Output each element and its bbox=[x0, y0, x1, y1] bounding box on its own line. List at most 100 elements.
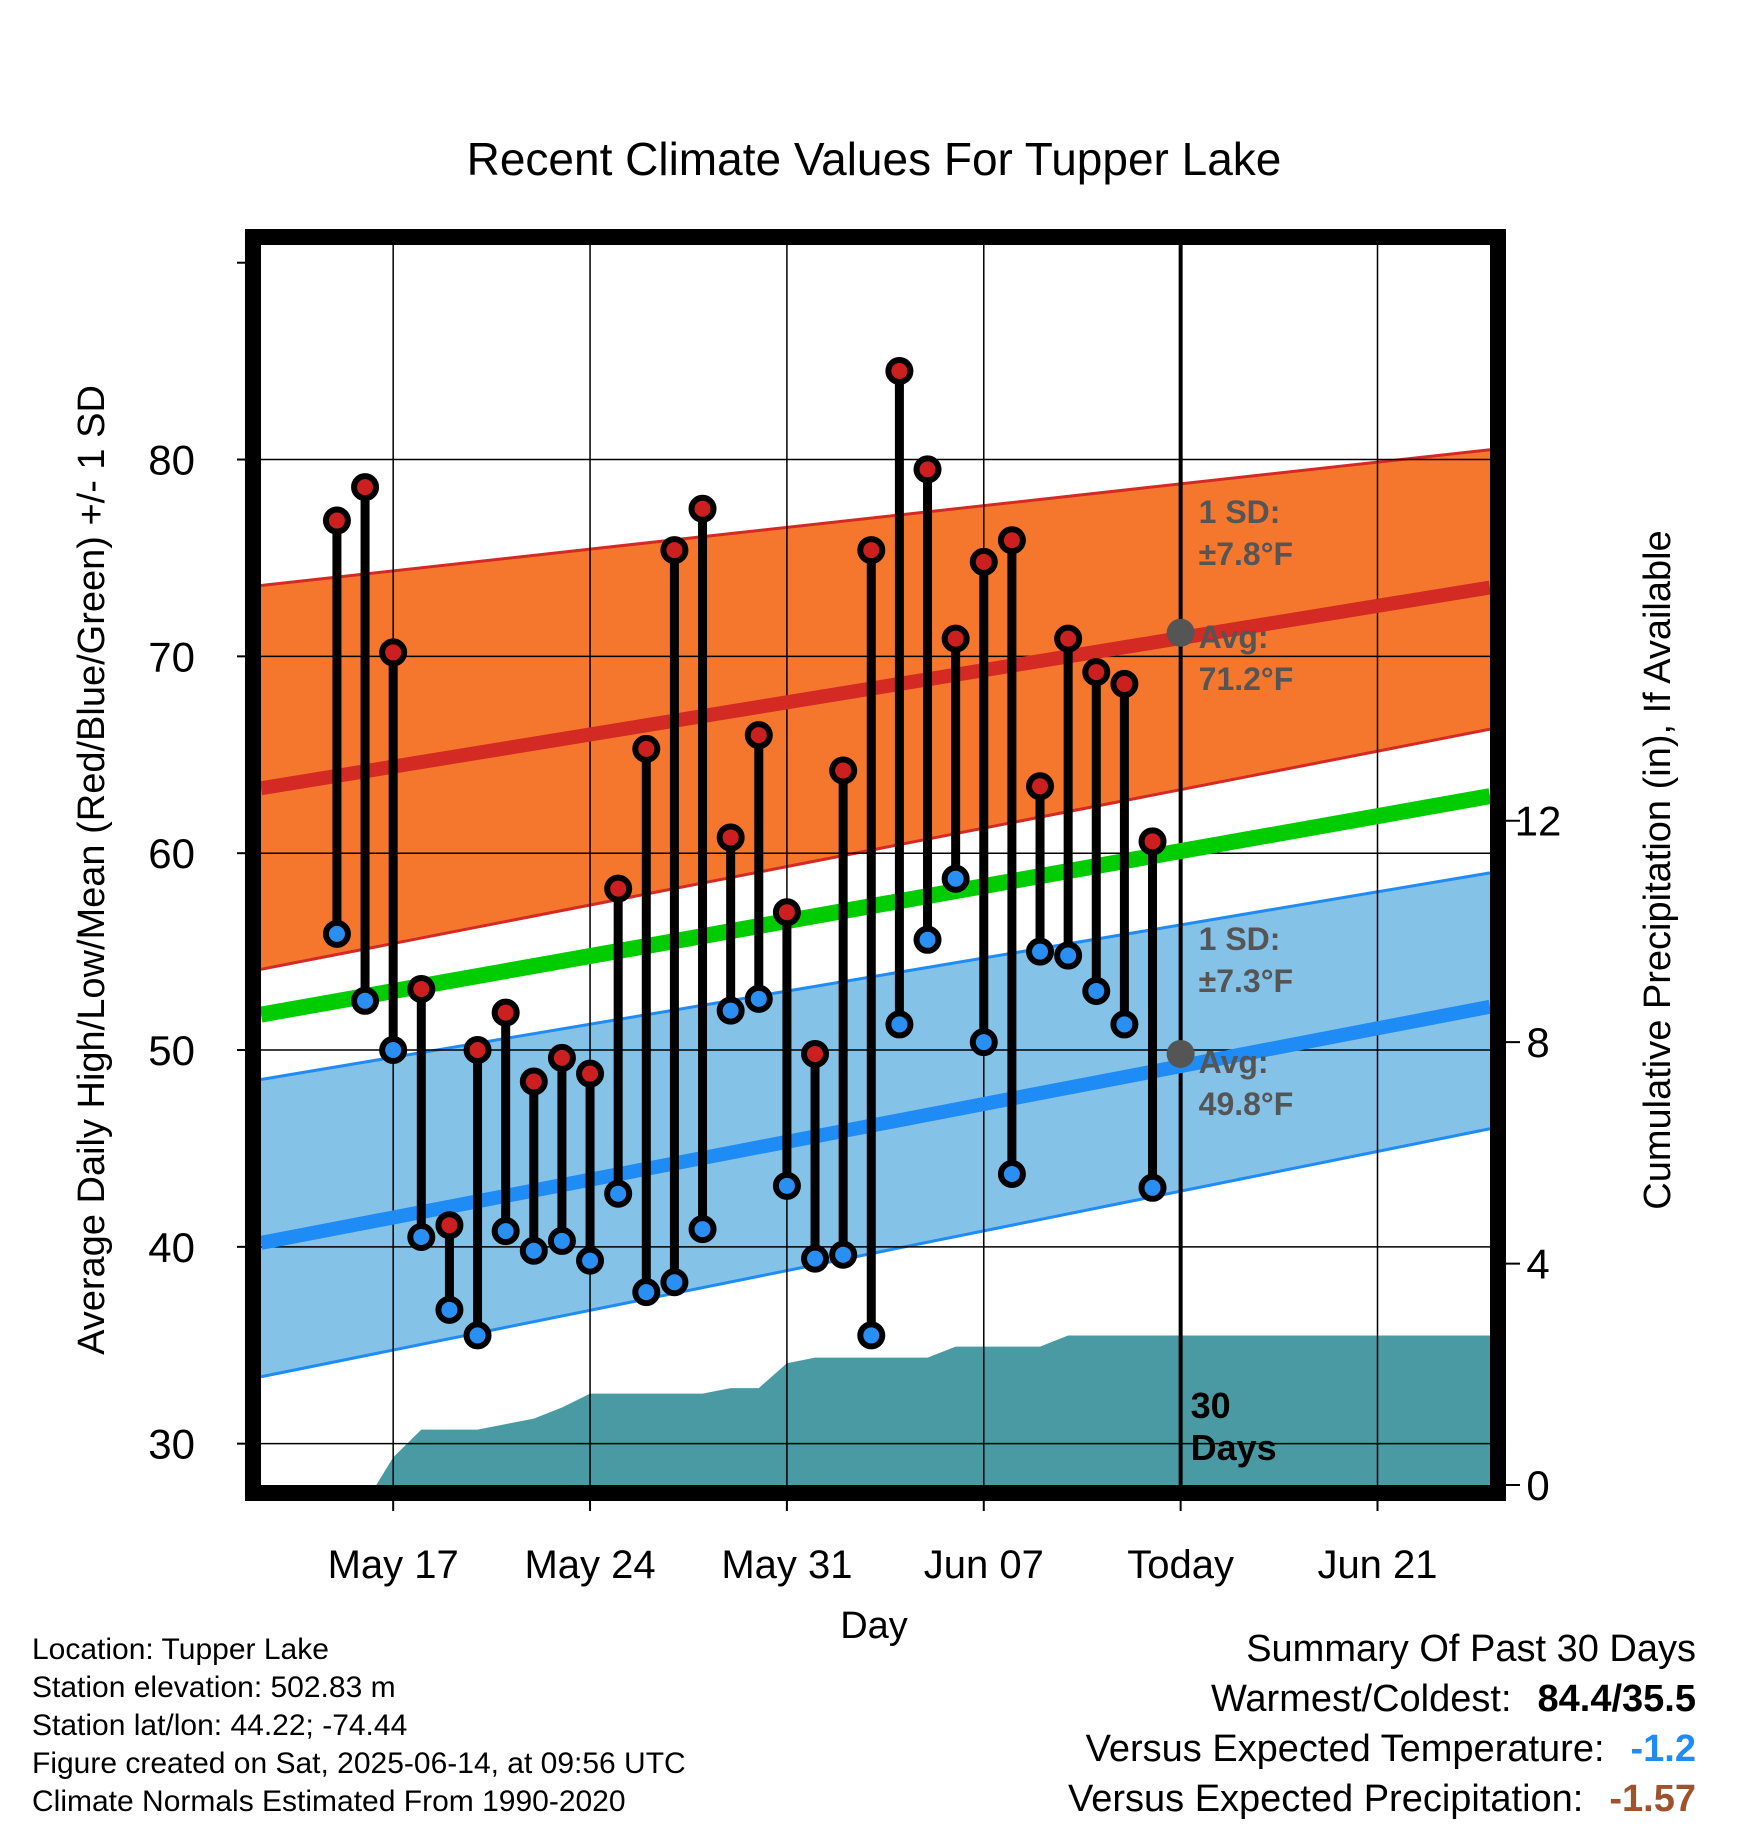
high-marker bbox=[407, 975, 436, 1003]
x-tick-label: May 31 bbox=[721, 1543, 852, 1587]
x-tick-label: Jun 07 bbox=[924, 1543, 1044, 1587]
y2-tick-label: 12 bbox=[1515, 798, 1562, 845]
y-tick-label: 70 bbox=[148, 633, 195, 680]
precipitation-area bbox=[376, 1335, 1490, 1485]
summary-temp: Versus Expected Temperature: -1.2 bbox=[1086, 1730, 1696, 1768]
low-marker bbox=[576, 1246, 605, 1275]
high-marker bbox=[1138, 827, 1167, 856]
x-tick-label: Jun 21 bbox=[1317, 1543, 1437, 1587]
low-marker bbox=[744, 984, 773, 1013]
high-marker bbox=[604, 874, 633, 903]
y-tick-label: 80 bbox=[148, 437, 195, 484]
y-axis-label: Average Daily High/Low/Mean (Red/Blue/Gr… bbox=[71, 385, 113, 1355]
high-sd-label: 1 SD: bbox=[1199, 494, 1281, 530]
high-marker bbox=[379, 638, 408, 667]
high-marker bbox=[576, 1059, 605, 1088]
high-marker bbox=[688, 494, 717, 523]
high-marker bbox=[829, 756, 858, 785]
low-marker bbox=[688, 1215, 717, 1244]
high-marker bbox=[716, 823, 745, 852]
low-sd-value: ±7.3°F bbox=[1199, 963, 1293, 999]
high-marker bbox=[913, 455, 942, 484]
high-marker bbox=[1026, 772, 1055, 801]
low-marker bbox=[941, 864, 970, 893]
low-marker bbox=[1110, 1010, 1139, 1039]
precip-label: Versus Expected Precipitation: bbox=[1067, 1778, 1584, 1820]
low-marker bbox=[491, 1217, 520, 1246]
chart-title: Recent Climate Values For Tupper Lake bbox=[467, 133, 1282, 185]
low-marker bbox=[913, 925, 942, 954]
summary-title-text: Summary Of Past 30 Days bbox=[1246, 1628, 1696, 1670]
low-marker bbox=[1026, 937, 1055, 966]
low-marker bbox=[801, 1244, 830, 1273]
summary-warmest: Warmest/Coldest: 84.4/35.5 bbox=[1211, 1680, 1696, 1718]
x-axis-label: Day bbox=[840, 1605, 908, 1647]
high-marker bbox=[322, 506, 351, 535]
high-avg-value: 71.2°F bbox=[1199, 661, 1294, 697]
summary-title: Summary Of Past 30 Days bbox=[1246, 1630, 1696, 1668]
high-marker bbox=[857, 536, 886, 565]
high-marker bbox=[772, 898, 801, 927]
low-marker bbox=[829, 1240, 858, 1269]
high-marker bbox=[547, 1043, 576, 1072]
low-sd-label: 1 SD: bbox=[1199, 921, 1281, 957]
summary-precip: Versus Expected Precipitation: -1.57 bbox=[1068, 1780, 1696, 1818]
elevation-text: Station elevation: 502.83 m bbox=[32, 1671, 396, 1704]
high-marker bbox=[351, 473, 380, 502]
high-sd-value: ±7.8°F bbox=[1199, 536, 1293, 572]
y2-axis-label: Cumulative Precipitation (in), If Availa… bbox=[1637, 530, 1679, 1209]
x-tick-label: May 24 bbox=[524, 1543, 655, 1587]
low-marker bbox=[997, 1160, 1026, 1189]
low-marker bbox=[463, 1321, 492, 1350]
days-label-number: 30 bbox=[1191, 1385, 1231, 1426]
temp-label: Versus Expected Temperature: bbox=[1085, 1728, 1605, 1770]
low-marker bbox=[660, 1268, 689, 1297]
low-marker bbox=[1082, 976, 1111, 1005]
low-marker bbox=[547, 1226, 576, 1255]
low-marker bbox=[716, 996, 745, 1025]
high-marker bbox=[1054, 624, 1083, 653]
y2-tick-label: 8 bbox=[1526, 1019, 1549, 1066]
low-marker bbox=[519, 1236, 548, 1265]
today-low-avg-point bbox=[1166, 1039, 1195, 1068]
low-marker bbox=[435, 1295, 464, 1324]
high-marker bbox=[969, 547, 998, 576]
y2-tick-label: 0 bbox=[1526, 1462, 1549, 1509]
low-marker bbox=[604, 1179, 633, 1208]
high-marker bbox=[997, 526, 1026, 555]
low-marker bbox=[969, 1028, 998, 1057]
high-marker bbox=[1110, 669, 1139, 698]
high-marker bbox=[885, 356, 914, 385]
location-text: Location: Tupper Lake bbox=[32, 1633, 329, 1666]
low-marker bbox=[1138, 1173, 1167, 1202]
low-marker bbox=[632, 1278, 661, 1307]
low-marker bbox=[407, 1223, 436, 1251]
high-marker bbox=[632, 734, 661, 763]
warmest-label: Warmest/Coldest: bbox=[1210, 1678, 1512, 1720]
high-marker bbox=[660, 536, 689, 565]
low-marker bbox=[322, 919, 351, 948]
low-marker bbox=[857, 1321, 886, 1350]
high-marker bbox=[1082, 658, 1111, 687]
precip-value: -1.57 bbox=[1609, 1778, 1696, 1820]
high-marker bbox=[801, 1039, 830, 1068]
high-sd-band-upper-edge bbox=[260, 448, 1491, 587]
y-tick-label: 50 bbox=[148, 1027, 195, 1074]
high-marker bbox=[941, 624, 970, 653]
temp-value: -1.2 bbox=[1630, 1728, 1696, 1770]
low-marker bbox=[379, 1036, 408, 1065]
y-tick-label: 60 bbox=[148, 830, 195, 877]
high-marker bbox=[435, 1211, 464, 1240]
high-marker bbox=[463, 1036, 492, 1065]
high-marker bbox=[744, 721, 773, 750]
low-marker bbox=[1054, 941, 1083, 970]
created-text: Figure created on Sat, 2025-06-14, at 09… bbox=[32, 1747, 686, 1780]
x-tick-label: Today bbox=[1127, 1543, 1234, 1587]
x-tick-label: May 17 bbox=[328, 1543, 459, 1587]
low-avg-value: 49.8°F bbox=[1199, 1086, 1294, 1122]
y-tick-label: 30 bbox=[148, 1421, 195, 1468]
high-marker bbox=[519, 1067, 548, 1096]
high-avg-label: Avg: bbox=[1199, 619, 1269, 655]
low-marker bbox=[885, 1010, 914, 1039]
